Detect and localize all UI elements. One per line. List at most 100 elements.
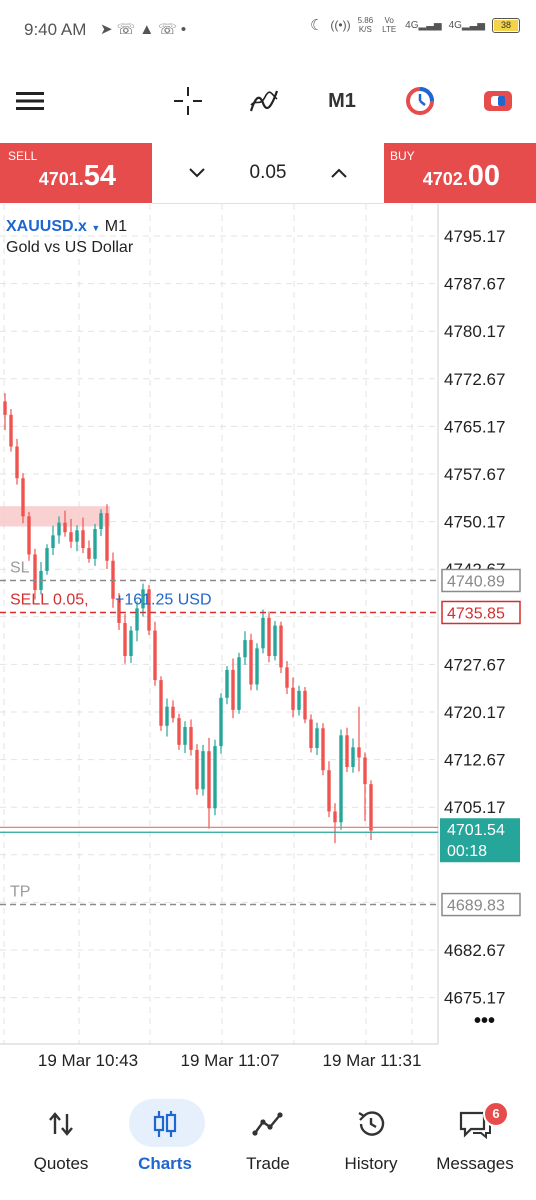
objects-icon — [406, 87, 434, 115]
current-price: 4701.54 — [447, 822, 505, 839]
candle-body — [201, 751, 205, 790]
more-options-icon[interactable]: ••• — [474, 1010, 495, 1032]
candle-body — [45, 548, 49, 571]
objects-button[interactable] — [400, 70, 440, 132]
candle-body — [15, 446, 19, 479]
symbol-header[interactable]: XAUUSD.x ▼ M1 — [6, 218, 127, 236]
nav-trade[interactable]: Trade — [216, 1086, 320, 1200]
candle-body — [63, 522, 67, 533]
dnd-moon-icon: ☾ — [309, 17, 324, 34]
nav-messages[interactable]: 6 Messages — [423, 1086, 527, 1200]
nav-trade-label: Trade — [246, 1154, 290, 1173]
candle-body — [183, 727, 187, 745]
candle-countdown: 00:18 — [447, 843, 487, 860]
price-axis-label: 4750.17 — [444, 513, 505, 532]
trade-toggle-icon — [484, 91, 512, 111]
candle-body — [237, 657, 241, 710]
buy-button[interactable]: BUY 4702.00 — [384, 143, 536, 203]
sell-price-main: 4701. — [38, 169, 84, 189]
candle-body — [291, 687, 295, 710]
price-axis-label: 4712.67 — [444, 751, 505, 770]
candle-body — [327, 770, 331, 812]
indicators-button[interactable] — [244, 70, 284, 132]
candle-body — [261, 617, 265, 649]
candle-body — [93, 529, 97, 559]
chart-toolbar: M1 — [0, 70, 536, 132]
crosshair-button[interactable] — [168, 70, 208, 132]
caret-down-icon: ▼ — [91, 223, 101, 233]
buy-label: BUY — [390, 149, 415, 163]
quotes-arrows-icon — [49, 1112, 73, 1136]
candle-body — [279, 625, 283, 668]
candle-body — [57, 522, 61, 536]
candle-body — [87, 548, 91, 559]
candle-body — [339, 735, 343, 823]
candle-body — [177, 718, 181, 745]
tp-price: 4689.83 — [447, 898, 505, 915]
sl-price-box — [441, 568, 521, 593]
battery-icon: 38 — [492, 17, 520, 33]
price-axis-label: 4682.67 — [444, 941, 505, 960]
candle-body — [9, 414, 13, 447]
candle-body — [69, 532, 73, 542]
candle-body — [81, 530, 85, 549]
candle-body — [189, 727, 193, 750]
candle-body — [315, 728, 319, 748]
status-time: 9:40 AM — [24, 20, 87, 39]
candle-body — [357, 747, 361, 758]
candles-icon — [153, 1111, 177, 1137]
symbol-name[interactable]: XAUUSD.x — [6, 218, 87, 235]
entry-price-box — [441, 600, 521, 625]
candle-body — [171, 706, 175, 719]
lot-decrease-button[interactable] — [182, 157, 212, 187]
current-price-box — [440, 818, 520, 863]
symbol-description: Gold vs US Dollar — [6, 239, 134, 256]
candle-body — [21, 478, 25, 517]
timeframe-button[interactable]: M1 — [320, 70, 364, 132]
candle-body — [129, 630, 133, 656]
price-axis-label: 4787.67 — [444, 275, 505, 294]
candle-body — [267, 617, 271, 656]
crosshair-icon — [174, 87, 202, 115]
lot-selector: 0.05 — [152, 143, 384, 204]
price-axis-label: 4780.17 — [444, 322, 505, 341]
nav-charts-label: Charts — [138, 1154, 192, 1173]
price-chart[interactable]: 4795.17 4787.67 4780.17 4772.67 4765.17 4757.… — [0, 204, 536, 1084]
one-click-trade-panel: SELL 4701.54 0.05 BUY 4702.00 — [0, 143, 536, 204]
signal-icon-2: 4G▂▃▅ — [448, 19, 485, 31]
nav-messages-label: Messages — [436, 1154, 514, 1173]
one-click-trade-button[interactable] — [478, 70, 518, 132]
candle-body — [219, 697, 223, 747]
nav-history[interactable]: History — [319, 1086, 423, 1200]
bottom-navigation: Quotes Charts Trade History 6 Messages — [0, 1086, 536, 1200]
time-axis-label: 19 Mar 11:31 — [323, 1051, 422, 1070]
candle-body — [297, 690, 301, 710]
candle-body — [285, 667, 289, 688]
network-label-2: 4G — [448, 19, 462, 31]
sl-price: 4740.89 — [447, 573, 505, 590]
volte-icon: Vo LTE — [382, 16, 397, 34]
candle-body — [159, 680, 163, 726]
candle-body — [249, 640, 253, 685]
price-axis-label: 4772.67 — [444, 370, 505, 389]
battery-level: 38 — [500, 19, 511, 30]
nav-quotes[interactable]: Quotes — [9, 1086, 113, 1200]
buy-price: 4702.00 — [423, 160, 500, 193]
network-label-1: 4G — [405, 19, 419, 31]
nav-history-label: History — [344, 1154, 398, 1173]
sell-button[interactable]: SELL 4701.54 — [0, 143, 152, 203]
hotspot-icon: ((•)) — [330, 18, 351, 32]
candle-body — [123, 622, 127, 656]
net-speed-unit: K/S — [358, 25, 372, 34]
nav-charts[interactable]: Charts — [113, 1086, 217, 1200]
menu-button[interactable] — [10, 70, 50, 132]
chart-area[interactable]: 4795.17 4787.67 4780.17 4772.67 4765.17 4757.… — [0, 204, 536, 1084]
candle-body — [105, 513, 109, 561]
net-speed: 5.86 K/S — [358, 16, 374, 34]
candle-body — [99, 513, 103, 530]
position-label: SELL 0.05, — [10, 591, 89, 608]
lot-value[interactable]: 0.05 — [249, 162, 287, 183]
messages-badge: 6 — [483, 1101, 509, 1127]
lot-increase-button[interactable] — [324, 157, 354, 187]
candle-body — [369, 784, 373, 831]
